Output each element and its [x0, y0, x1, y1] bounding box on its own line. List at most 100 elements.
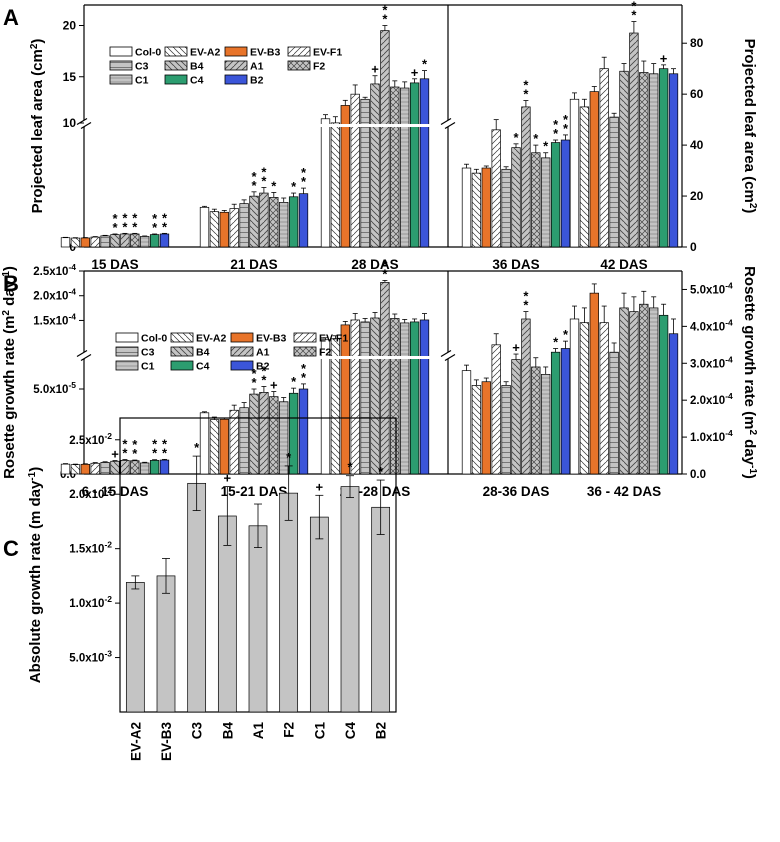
significance-mark: *: [523, 298, 529, 313]
significance-mark: *: [543, 139, 549, 154]
significance-mark: *: [251, 178, 257, 193]
bar-b2: [298, 388, 309, 475]
left-tick-label: 5.0x10-5: [33, 380, 76, 396]
group-label: 28-36 DAS: [483, 484, 550, 499]
significance-mark: +: [512, 340, 520, 355]
bar-b4: [619, 70, 629, 248]
bar-c3: [100, 235, 110, 248]
bar-f2: [639, 303, 649, 475]
divider-break-mask: [443, 120, 453, 127]
category-label: EV-B3: [159, 722, 174, 762]
group-label: 42 DAS: [600, 257, 647, 272]
category-label: C3: [190, 722, 205, 740]
significance-mark: *: [301, 370, 307, 385]
bar-ev-f1: [491, 344, 501, 475]
significance-mark: *: [523, 78, 529, 93]
bar-b2: [419, 319, 430, 475]
bar-c1: [140, 462, 150, 475]
bar-c1: [649, 73, 659, 248]
bar-c4: [409, 82, 420, 248]
group-label: 6 - 15 DAS: [82, 484, 149, 499]
significance-mark: *: [152, 220, 158, 235]
significance-mark: *: [122, 210, 128, 225]
bar-b4: [370, 83, 380, 248]
bar-c4: [658, 314, 669, 475]
legend-swatch-a1: [224, 60, 248, 71]
legend-label-c3: C3: [135, 61, 149, 73]
right-tick-label: 0: [690, 240, 697, 254]
legend-label-b2: B2: [256, 361, 270, 373]
significance-mark: *: [261, 363, 267, 378]
significance-mark: *: [553, 126, 559, 141]
bar-ev-f1: [599, 322, 609, 475]
significance-mark: *: [261, 173, 267, 188]
bar-col-0: [569, 98, 580, 248]
bar-a1: [629, 32, 639, 248]
significance-mark: +: [224, 471, 232, 486]
bar-c4: [149, 234, 160, 248]
bar-ev-b3: [219, 211, 229, 248]
legend-swatch-a1: [230, 346, 254, 357]
bar-c1: [279, 202, 289, 248]
significance-mark: *: [382, 12, 388, 27]
bar-c4: [149, 460, 160, 475]
panel-b-chart: 0.05.0x10-51.5x10-42.0x10-42.5x10-40.01.…: [1, 257, 759, 499]
legend-label-ev-a2: EV-A2: [190, 47, 221, 59]
legend-swatch-ev-b3: [224, 46, 248, 57]
right-tick-label: 2.0x10-4: [690, 391, 733, 407]
significance-mark: *: [122, 219, 128, 234]
bar-a1: [380, 30, 390, 248]
bar-c3: [187, 482, 207, 713]
significance-mark: *: [631, 8, 637, 23]
left-axis-break: [80, 121, 92, 130]
legend-swatch-c4: [164, 74, 188, 85]
bar-col-0: [461, 370, 472, 475]
category-label: C1: [312, 722, 327, 740]
bar-b2: [371, 506, 391, 713]
legend-swatch-c3: [115, 346, 139, 357]
significance-mark: *: [122, 437, 128, 452]
left-axis-break: [80, 353, 92, 362]
significance-mark: +: [411, 65, 419, 80]
legend-label-c1: C1: [141, 361, 155, 373]
significance-mark: *: [382, 266, 388, 281]
left-axis-title: Projected leaf area (cm2): [29, 39, 47, 214]
left-tick-label: 2.0x10-2: [69, 485, 112, 501]
bar-ev-b3: [340, 324, 350, 475]
legend-label-b4: B4: [196, 347, 210, 359]
left-axis-break: [76, 117, 88, 126]
bar-ev-b3: [589, 292, 599, 475]
legend-label-b4: B4: [190, 61, 204, 73]
bar-b2: [159, 233, 170, 248]
legend-swatch-b2: [230, 360, 254, 371]
bar-f2: [130, 233, 140, 248]
bar-col-0: [320, 118, 331, 248]
significance-mark: *: [152, 437, 158, 452]
significance-mark: +: [660, 51, 668, 66]
bar-c4: [288, 196, 299, 248]
significance-mark: *: [251, 169, 257, 184]
bar-ev-a2: [209, 419, 220, 475]
right-tick-label: 40: [690, 138, 704, 152]
significance-mark: *: [563, 327, 569, 342]
significance-mark: *: [271, 178, 277, 193]
significance-mark: *: [291, 374, 297, 389]
significance-mark: +: [371, 62, 379, 77]
right-tick-label: 4.0x10-4: [690, 317, 733, 333]
category-label: B4: [220, 722, 235, 740]
left-tick-label: 1.5x10-2: [69, 540, 112, 556]
bar-a1: [259, 192, 269, 248]
category-label: F2: [282, 722, 297, 738]
legend-label-col-0: Col-0: [141, 333, 167, 345]
bar-ev-b3: [589, 91, 599, 248]
legend-label-c4: C4: [196, 361, 210, 373]
significance-mark: *: [422, 57, 428, 72]
legend-swatch-b4: [170, 346, 194, 357]
right-tick-label: 0.0: [690, 469, 706, 481]
right-tick-label: 60: [690, 87, 704, 101]
left-axis-title: Absolute growth rate (m day-1): [27, 467, 45, 683]
category-label: EV-A2: [128, 722, 143, 761]
bar-b2: [668, 73, 679, 248]
panel-letter-a: A: [3, 5, 19, 30]
bar-ev-f1: [229, 208, 239, 248]
